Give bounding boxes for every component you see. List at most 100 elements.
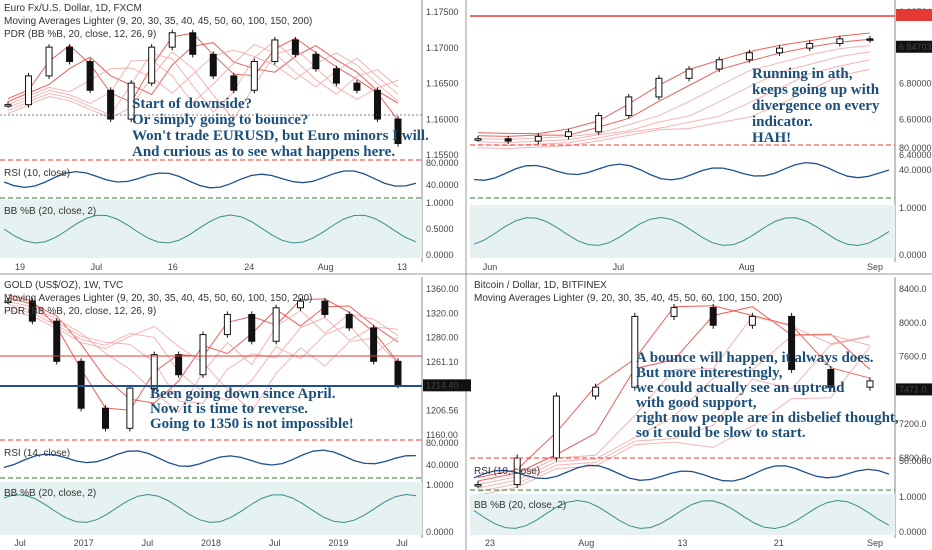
candle-body [373, 89, 381, 120]
annotation-text: divergence on every [752, 98, 880, 114]
candle-body [748, 315, 756, 326]
annotation-text: indicator. [752, 114, 813, 130]
x-tick-label: 2019 [328, 538, 348, 548]
bb-tick-label: 1.0000 [426, 480, 454, 490]
candle-body [866, 380, 874, 388]
moving-average-line [7, 303, 399, 404]
candle-body [745, 52, 753, 61]
candle-body [209, 53, 217, 77]
panel-header-text: PDR (BB %B, 20, close, 12, 26, 9) [4, 306, 156, 317]
candle-body [866, 38, 874, 41]
moving-average-line [477, 45, 871, 140]
bb-label: BB %B (20, close, 2) [4, 488, 96, 499]
candle-body [4, 104, 12, 107]
rsi-tick-label: 40.0000 [426, 460, 459, 470]
bb-label: BB %B (20, close, 2) [474, 500, 566, 511]
panel-header-text: PDR (BB %B, 20, close, 12, 26, 9) [4, 29, 156, 40]
bb-band-fill [470, 205, 895, 258]
candle-body [175, 354, 183, 376]
price-tick-label: 6.60000 [899, 114, 932, 124]
price-tick-label: 6800.0 [899, 453, 927, 463]
panel-header-text: Moving Averages Lighter (9, 20, 30, 35, … [4, 293, 312, 304]
bb-tick-label: 0.0000 [899, 527, 927, 537]
rsi-label: RSI (10, close) [4, 168, 70, 179]
price-tick-label: 1280.00 [426, 333, 459, 343]
moving-average-line [477, 346, 871, 496]
moving-average-line [477, 68, 871, 150]
price-tick-label: 6.40000 [899, 150, 932, 160]
annotation-text: so it could be slow to start. [636, 425, 806, 441]
candle-body [45, 46, 53, 77]
candle-body [394, 118, 402, 144]
panel-header-text: GOLD (US$/OZ), 1W, TVC [4, 280, 123, 291]
moving-average-line [477, 32, 871, 135]
candle-body [394, 360, 402, 386]
x-tick-label: Jul [396, 538, 408, 548]
moving-average-line [7, 47, 399, 121]
candle-body [595, 115, 603, 133]
last-price-label: 6.84703 [899, 42, 932, 52]
candle-body [370, 327, 378, 362]
candle-body [592, 386, 600, 397]
price-tick-label: 1206.56 [426, 406, 459, 416]
bb-band-fill [0, 200, 422, 258]
rsi-line [3, 170, 417, 189]
moving-average-line [477, 51, 871, 144]
annotation-text: Been going down since April. [150, 386, 336, 402]
rsi-label: RSI (10, close) [474, 466, 540, 477]
candle-body [685, 68, 693, 79]
price-tick-label: 1320.00 [426, 308, 459, 318]
candle-body [168, 32, 176, 48]
price-tick-label: 1.17500 [426, 7, 459, 17]
candle-body [670, 307, 678, 317]
candle-body [806, 42, 814, 49]
candle-body [250, 61, 258, 91]
price-tick-label: 1360.00 [426, 284, 459, 294]
moving-average-line [477, 59, 871, 147]
bb-tick-label: 1.0000 [899, 203, 927, 213]
x-tick-label: 2017 [74, 538, 94, 548]
candle-body [788, 315, 796, 370]
candle-body [126, 387, 134, 429]
candle-body [776, 47, 784, 54]
price-tick-label: 1.16500 [426, 79, 459, 89]
x-tick-label: 23 [485, 538, 495, 548]
candle-body [631, 315, 639, 388]
price-tick-label: 1160.00 [426, 430, 458, 440]
annotation-text: right now people are in disbelief though… [636, 410, 899, 426]
panel-header-text: Moving Averages Lighter (9, 20, 30, 35, … [4, 16, 312, 27]
last-price-tag [896, 40, 932, 53]
candle-body [297, 300, 304, 309]
rsi-tick-label: 80.0000 [426, 158, 459, 168]
annotation-text: we could actually see an uptrend [636, 380, 845, 396]
annotation-text: Now it is time to reverse. [150, 401, 308, 417]
panel-header-text: Bitcoin / Dollar, 1D, BITFINEX [474, 280, 607, 291]
candle-body [77, 360, 85, 409]
annotation-text: with good support, [636, 395, 757, 411]
candle-body [709, 307, 717, 326]
bb-tick-label: 0.0000 [426, 527, 454, 537]
bb-line [473, 216, 890, 247]
bb-tick-label: 0.0000 [899, 250, 927, 260]
candle-body [107, 89, 115, 120]
candle-body [564, 131, 572, 137]
price-tick-label: 1.15500 [426, 150, 459, 160]
x-tick-label: Jul [613, 262, 625, 272]
x-tick-label: 16 [168, 262, 178, 272]
rsi-tick-label: 40.0000 [899, 165, 932, 175]
annotation-text: Going to 1350 is not impossible! [150, 416, 354, 432]
annotation-text: keeps going up with [752, 82, 880, 98]
bb-line [3, 493, 417, 524]
candle-body [28, 300, 36, 322]
candle-body [223, 313, 231, 336]
candle-body [66, 46, 74, 63]
rsi-tick-label: 50.0000 [899, 456, 932, 466]
price-tick-label: 1261.10 [426, 357, 459, 367]
rsi-line [3, 449, 417, 469]
candle-body [836, 38, 844, 44]
x-tick-label: Jul [14, 538, 26, 548]
x-tick-label: 21 [774, 538, 784, 548]
x-tick-label: 24 [244, 262, 254, 272]
candle-body [53, 320, 61, 362]
